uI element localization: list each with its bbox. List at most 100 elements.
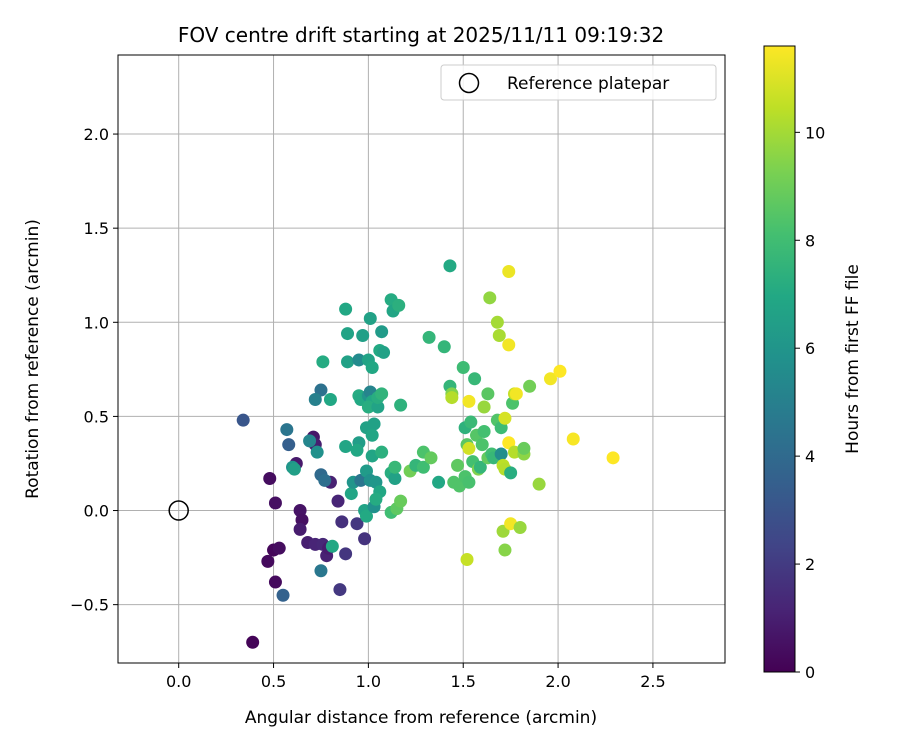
data-point bbox=[523, 379, 537, 393]
x-axis-ticks: 0.0 0.5 1.0 1.5 2.0 2.5 bbox=[166, 663, 666, 691]
data-point bbox=[451, 458, 465, 472]
data-point bbox=[276, 588, 290, 602]
y-tick-label: 0.5 bbox=[84, 407, 109, 426]
grid-layer bbox=[118, 55, 725, 663]
data-point bbox=[339, 547, 353, 561]
data-point bbox=[350, 517, 364, 531]
plot-frame bbox=[117, 54, 726, 664]
data-point bbox=[359, 509, 373, 523]
chart-title: FOV centre drift starting at 2025/11/11 … bbox=[178, 23, 664, 47]
data-point bbox=[462, 394, 476, 408]
data-point bbox=[468, 372, 482, 386]
data-point bbox=[377, 345, 391, 359]
data-point bbox=[268, 496, 282, 510]
colorbar-tick-label: 6 bbox=[805, 339, 815, 358]
data-point bbox=[308, 392, 322, 406]
data-point bbox=[314, 383, 328, 397]
data-point bbox=[310, 445, 324, 459]
data-point bbox=[477, 424, 491, 438]
data-point bbox=[331, 494, 345, 508]
data-point bbox=[464, 415, 478, 429]
data-point bbox=[456, 360, 470, 374]
reference-platepar-marker bbox=[168, 500, 189, 521]
data-point bbox=[303, 434, 317, 448]
data-point bbox=[261, 554, 275, 568]
data-point bbox=[352, 353, 366, 367]
data-point bbox=[509, 387, 523, 401]
data-point bbox=[335, 515, 349, 529]
data-point bbox=[422, 330, 436, 344]
plot-area bbox=[118, 55, 725, 663]
data-point bbox=[365, 428, 379, 442]
data-point bbox=[314, 564, 328, 578]
data-point bbox=[498, 411, 512, 425]
data-point bbox=[517, 441, 531, 455]
data-point bbox=[344, 487, 358, 501]
data-point bbox=[287, 462, 301, 476]
data-point bbox=[477, 400, 491, 414]
legend: Reference platepar bbox=[440, 64, 717, 101]
data-point bbox=[354, 473, 368, 487]
colorbar-tick-label: 10 bbox=[805, 123, 825, 142]
data-point bbox=[566, 432, 580, 446]
data-point bbox=[263, 472, 277, 486]
y-axis-ticks: −0.5 0.0 0.5 1.0 1.5 2.0 bbox=[70, 125, 118, 615]
points-layer bbox=[236, 259, 620, 649]
data-point bbox=[504, 466, 518, 480]
x-tick-label: 1.5 bbox=[451, 672, 476, 691]
x-tick-label: 0.0 bbox=[166, 672, 191, 691]
data-point bbox=[323, 392, 337, 406]
colorbar bbox=[763, 45, 796, 673]
colorbar-tick-label: 2 bbox=[805, 555, 815, 574]
data-point bbox=[268, 575, 282, 589]
y-tick-label: 0.0 bbox=[84, 502, 109, 521]
y-tick-label: −0.5 bbox=[70, 596, 109, 615]
data-point bbox=[236, 413, 250, 427]
data-point bbox=[339, 440, 353, 454]
y-axis-label: Rotation from reference (arcmin) bbox=[23, 219, 43, 499]
data-point bbox=[424, 451, 438, 465]
data-point bbox=[502, 264, 516, 278]
x-axis-label: Angular distance from reference (arcmin) bbox=[245, 708, 597, 728]
y-tick-label: 2.0 bbox=[84, 125, 109, 144]
data-point bbox=[339, 302, 353, 316]
data-point bbox=[363, 312, 377, 326]
data-point bbox=[462, 475, 476, 489]
data-point bbox=[494, 447, 508, 461]
legend-entry-label: Reference platepar bbox=[507, 74, 669, 94]
data-point bbox=[365, 360, 379, 374]
data-point bbox=[432, 475, 446, 489]
data-point bbox=[371, 400, 385, 414]
data-point bbox=[367, 417, 381, 431]
data-point bbox=[394, 494, 408, 508]
data-point bbox=[246, 635, 260, 649]
data-point bbox=[272, 541, 286, 555]
x-tick-label: 2.0 bbox=[545, 672, 570, 691]
data-point bbox=[375, 387, 389, 401]
data-point bbox=[293, 522, 307, 536]
data-point bbox=[498, 543, 512, 557]
data-point bbox=[462, 441, 476, 455]
data-point bbox=[333, 583, 347, 597]
data-point bbox=[358, 532, 372, 546]
colorbar-tick-label: 0 bbox=[805, 663, 815, 682]
data-point bbox=[375, 445, 389, 459]
data-point bbox=[388, 460, 402, 474]
data-point bbox=[375, 325, 389, 339]
x-tick-label: 0.5 bbox=[261, 672, 286, 691]
data-point bbox=[492, 328, 506, 342]
data-point bbox=[460, 552, 474, 566]
y-tick-label: 1.0 bbox=[84, 313, 109, 332]
x-tick-label: 2.5 bbox=[640, 672, 665, 691]
data-point bbox=[473, 460, 487, 474]
data-point bbox=[532, 477, 546, 491]
data-point bbox=[443, 259, 457, 273]
colorbar-tick-label: 4 bbox=[805, 447, 815, 466]
data-point bbox=[282, 438, 296, 452]
data-point bbox=[325, 539, 339, 553]
data-point bbox=[369, 492, 383, 506]
data-point bbox=[445, 391, 459, 405]
data-point bbox=[502, 436, 516, 450]
data-point bbox=[350, 443, 364, 457]
